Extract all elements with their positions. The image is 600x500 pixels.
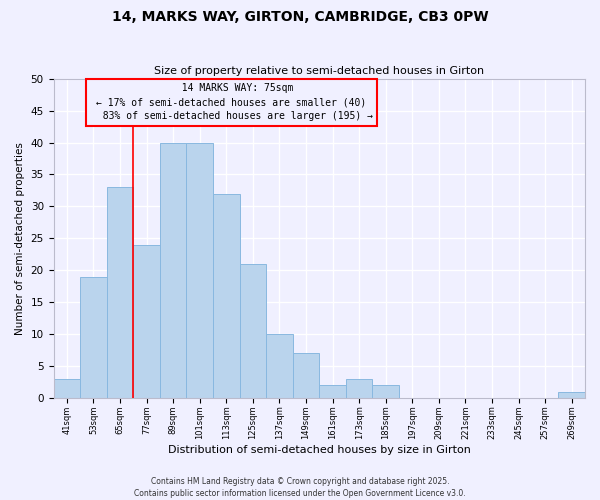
Title: Size of property relative to semi-detached houses in Girton: Size of property relative to semi-detach… — [154, 66, 484, 76]
Bar — [187, 142, 213, 398]
Bar — [293, 353, 319, 398]
Bar — [373, 385, 399, 398]
Bar — [213, 194, 239, 398]
Bar — [239, 264, 266, 398]
Text: 14, MARKS WAY, GIRTON, CAMBRIDGE, CB3 0PW: 14, MARKS WAY, GIRTON, CAMBRIDGE, CB3 0P… — [112, 10, 488, 24]
Bar — [160, 142, 187, 398]
Bar — [133, 244, 160, 398]
Bar — [346, 379, 373, 398]
X-axis label: Distribution of semi-detached houses by size in Girton: Distribution of semi-detached houses by … — [168, 445, 471, 455]
Bar — [559, 392, 585, 398]
Bar — [107, 187, 133, 398]
Bar — [80, 276, 107, 398]
Text: Contains HM Land Registry data © Crown copyright and database right 2025.
Contai: Contains HM Land Registry data © Crown c… — [134, 476, 466, 498]
Text: 14 MARKS WAY: 75sqm
← 17% of semi-detached houses are smaller (40)
  83% of semi: 14 MARKS WAY: 75sqm ← 17% of semi-detach… — [91, 84, 373, 122]
Bar — [319, 385, 346, 398]
Y-axis label: Number of semi-detached properties: Number of semi-detached properties — [15, 142, 25, 334]
Bar — [53, 379, 80, 398]
Bar — [266, 334, 293, 398]
